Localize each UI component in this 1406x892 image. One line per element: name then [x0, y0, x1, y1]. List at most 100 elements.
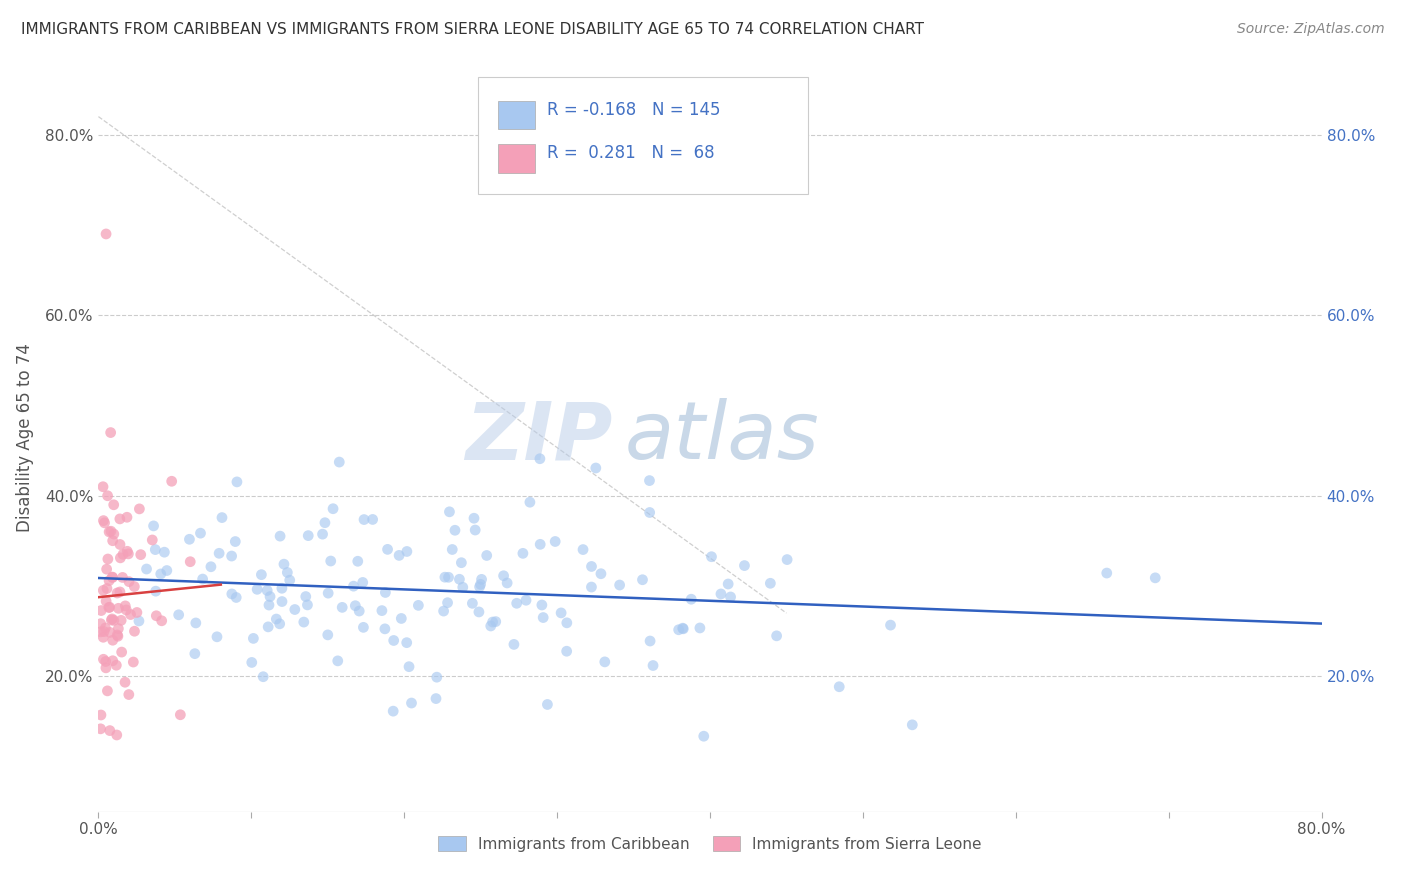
Point: [112, 547, 135, 561]
Point: [470, 577, 492, 591]
Point: [314, 516, 336, 530]
Point: [503, 637, 526, 651]
Point: [374, 622, 396, 636]
Point: [776, 552, 799, 566]
Point: [94, 661, 117, 675]
Point: [1144, 571, 1167, 585]
Point: [439, 505, 461, 519]
Point: [167, 607, 190, 622]
Point: [211, 510, 233, 524]
Point: [108, 537, 131, 551]
Point: [353, 512, 375, 526]
Point: [496, 576, 519, 591]
Point: [426, 670, 449, 684]
Point: [103, 613, 125, 627]
Point: [110, 613, 132, 627]
Point: [108, 512, 131, 526]
Point: [471, 573, 494, 587]
Point: [259, 590, 281, 604]
Point: [221, 549, 243, 563]
Point: [585, 461, 607, 475]
Point: [550, 606, 572, 620]
Point: [530, 598, 553, 612]
Point: [297, 528, 319, 542]
Point: [436, 596, 458, 610]
Point: [330, 600, 353, 615]
Point: [269, 616, 291, 631]
Point: [115, 510, 138, 524]
Point: [96, 582, 118, 596]
Point: [879, 618, 901, 632]
Point: [90, 603, 112, 617]
Point: [114, 675, 136, 690]
Point: [256, 583, 278, 598]
Point: [720, 590, 742, 604]
Point: [97, 489, 120, 503]
Point: [96, 562, 118, 576]
Point: [101, 570, 124, 584]
Point: [257, 620, 280, 634]
Point: [449, 572, 471, 586]
Point: [344, 599, 367, 613]
Point: [433, 604, 456, 618]
Text: IMMIGRANTS FROM CARIBBEAN VS IMMIGRANTS FROM SIERRA LEONE DISABILITY AGE 65 TO 7: IMMIGRANTS FROM CARIBBEAN VS IMMIGRANTS …: [21, 22, 924, 37]
Point: [765, 629, 787, 643]
Point: [101, 570, 124, 584]
Point: [129, 548, 152, 562]
Point: [441, 542, 464, 557]
Point: [572, 542, 595, 557]
Point: [153, 545, 176, 559]
Point: [273, 557, 295, 571]
Point: [107, 601, 129, 615]
Point: [536, 698, 558, 712]
Point: [589, 566, 612, 581]
Point: [479, 619, 502, 633]
Point: [342, 579, 364, 593]
Point: [156, 564, 179, 578]
Point: [200, 559, 222, 574]
Point: [143, 542, 166, 557]
Point: [101, 533, 124, 548]
Point: [184, 647, 207, 661]
Point: [252, 670, 274, 684]
Point: [124, 624, 146, 639]
Point: [515, 593, 537, 607]
Point: [450, 556, 472, 570]
Point: [266, 612, 288, 626]
Point: [276, 566, 298, 580]
Point: [101, 633, 124, 648]
Point: [297, 598, 319, 612]
Point: [638, 506, 661, 520]
Point: [98, 600, 121, 615]
Point: [101, 654, 124, 668]
Point: [115, 603, 138, 617]
Point: [142, 519, 165, 533]
Point: [90, 722, 112, 736]
Point: [433, 570, 456, 584]
Point: [382, 704, 405, 718]
Point: [475, 549, 498, 563]
Point: [901, 718, 924, 732]
Point: [638, 634, 661, 648]
Point: [122, 655, 145, 669]
Point: [105, 586, 128, 600]
Point: [103, 527, 125, 541]
FancyBboxPatch shape: [498, 145, 536, 172]
Point: [93, 516, 115, 530]
Point: [437, 570, 460, 584]
Point: [97, 552, 120, 566]
Point: [125, 606, 148, 620]
Point: [451, 580, 474, 594]
Point: [347, 604, 370, 618]
Point: [91, 583, 114, 598]
Point: [118, 574, 141, 589]
Point: [179, 555, 201, 569]
Point: [225, 591, 247, 605]
Point: [105, 628, 128, 642]
Point: [111, 645, 134, 659]
Point: [681, 592, 703, 607]
Point: [97, 600, 120, 615]
Point: [205, 630, 228, 644]
Point: [100, 524, 122, 539]
Point: [361, 512, 384, 526]
